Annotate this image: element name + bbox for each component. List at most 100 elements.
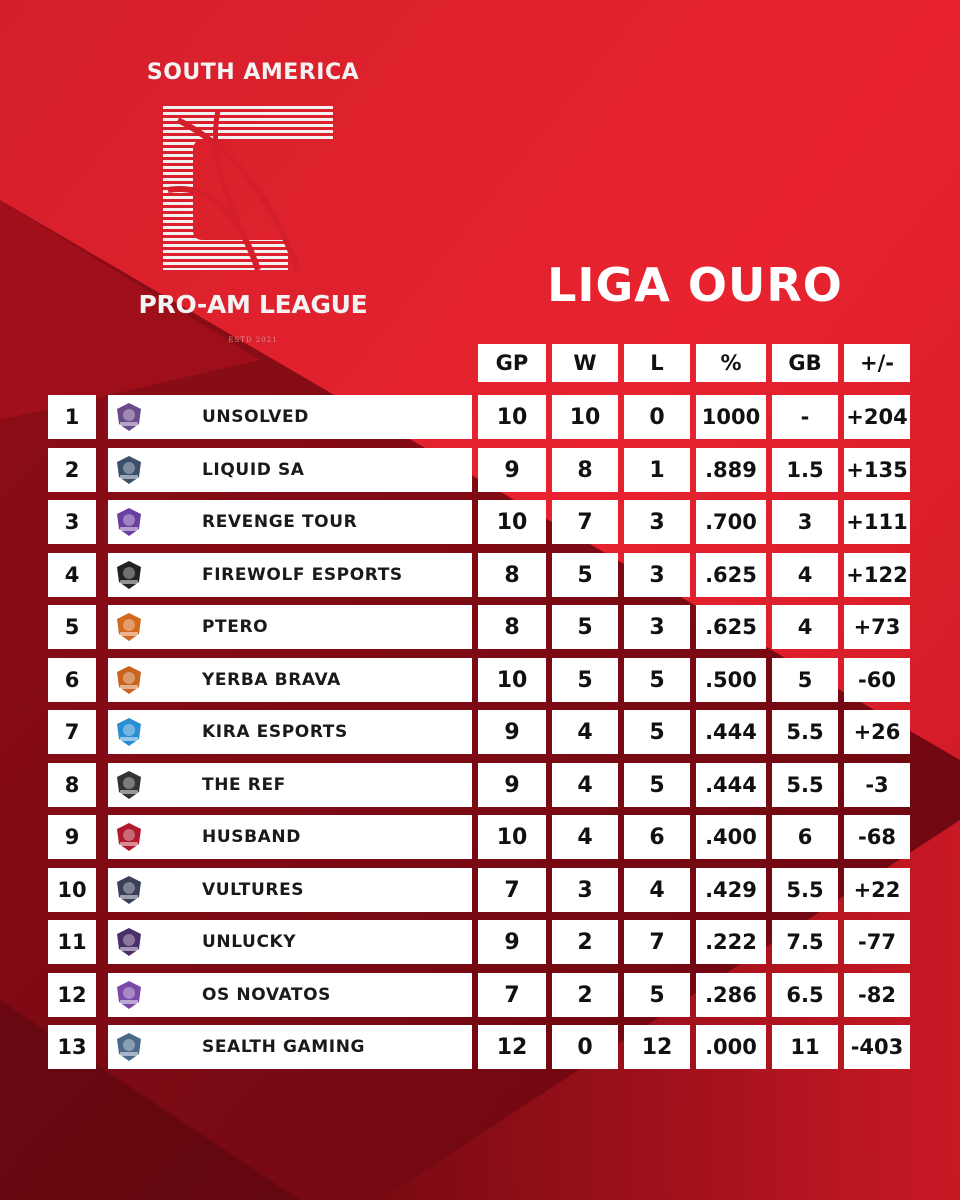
games-played-cell: 12 (478, 1025, 546, 1069)
rank-cell: 6 (48, 658, 96, 702)
header-l: L (624, 344, 690, 382)
games-behind-cell: 5.5 (772, 763, 838, 807)
table-row: 2 LIQUID SA 9 8 1.889 1.5 +135 (0, 448, 960, 492)
win-pct-cell: .700 (696, 500, 766, 544)
point-diff-cell: +26 (844, 710, 910, 754)
win-pct-cell: .444 (696, 710, 766, 754)
games-played-cell: 10 (478, 395, 546, 439)
team-cell: THE REF (108, 763, 472, 807)
rank-cell: 13 (48, 1025, 96, 1069)
point-diff-cell: +204 (844, 395, 910, 439)
wins-cell: 7 (552, 500, 618, 544)
team-cell: HUSBAND (108, 815, 472, 859)
table-row: 11 UNLUCKY 9 2 7.222 7.5 -77 (0, 920, 960, 964)
win-pct-cell: .500 (696, 658, 766, 702)
games-played-cell: 7 (478, 973, 546, 1017)
games-behind-cell: 7.5 (772, 920, 838, 964)
rank-cell: 12 (48, 973, 96, 1017)
losses-cell: 3 (624, 500, 690, 544)
games-played-cell: 9 (478, 710, 546, 754)
team-cell: YERBA BRAVA (108, 658, 472, 702)
team-cell: VULTURES (108, 868, 472, 912)
games-behind-cell: 1.5 (772, 448, 838, 492)
losses-cell: 5 (624, 973, 690, 1017)
wins-cell: 4 (552, 763, 618, 807)
team-cell: KIRA ESPORTS (108, 710, 472, 754)
league-logo: SOUTH AMERICA PRO-AM LEAGUE ESTD 2021 (118, 60, 388, 360)
header-plus-minus: +/- (844, 344, 910, 382)
logo-estd-text: ESTD 2021 (228, 336, 278, 344)
rank-cell: 11 (48, 920, 96, 964)
team-name: UNSOLVED (202, 407, 309, 427)
point-diff-cell: -3 (844, 763, 910, 807)
husband-logo-icon (112, 820, 146, 854)
losses-cell: 5 (624, 658, 690, 702)
league-title: LIGA OURO (547, 258, 843, 312)
games-behind-cell: 3 (772, 500, 838, 544)
table-row: 12 OS NOVATOS 7 2 5.286 6.5 -82 (0, 973, 960, 1017)
table-row: 10 VULTURES 7 3 4.429 5.5 +22 (0, 868, 960, 912)
losses-cell: 4 (624, 868, 690, 912)
win-pct-cell: .222 (696, 920, 766, 964)
team-cell: LIQUID SA (108, 448, 472, 492)
rank-cell: 2 (48, 448, 96, 492)
wins-cell: 5 (552, 605, 618, 649)
team-name: YERBA BRAVA (202, 670, 341, 690)
team-name: KIRA ESPORTS (202, 722, 348, 742)
logo-top-text: SOUTH AMERICA (146, 60, 360, 85)
games-played-cell: 7 (478, 868, 546, 912)
point-diff-cell: +111 (844, 500, 910, 544)
vultures-logo-icon (112, 873, 146, 907)
losses-cell: 7 (624, 920, 690, 964)
point-diff-cell: -60 (844, 658, 910, 702)
losses-cell: 5 (624, 763, 690, 807)
games-behind-cell: 11 (772, 1025, 838, 1069)
games-behind-cell: - (772, 395, 838, 439)
sealth-gaming-logo-icon (112, 1030, 146, 1064)
games-behind-cell: 4 (772, 605, 838, 649)
liquid-sa-logo-icon (112, 453, 146, 487)
firewolf-logo-icon (112, 558, 146, 592)
win-pct-cell: 1000 (696, 395, 766, 439)
win-pct-cell: .286 (696, 973, 766, 1017)
wins-cell: 2 (552, 973, 618, 1017)
unlucky-logo-icon (112, 925, 146, 959)
point-diff-cell: -82 (844, 973, 910, 1017)
team-name: UNLUCKY (202, 932, 297, 952)
games-played-cell: 9 (478, 920, 546, 964)
team-name: HUSBAND (202, 827, 301, 847)
wins-cell: 3 (552, 868, 618, 912)
kira-logo-icon (112, 715, 146, 749)
team-name: THE REF (202, 775, 286, 795)
losses-cell: 3 (624, 553, 690, 597)
team-cell: REVENGE TOUR (108, 500, 472, 544)
team-name: PTERO (202, 617, 269, 637)
games-behind-cell: 6.5 (772, 973, 838, 1017)
header-pct: % (696, 344, 766, 382)
team-cell: UNSOLVED (108, 395, 472, 439)
win-pct-cell: .429 (696, 868, 766, 912)
table-row: 4 FIREWOLF ESPORTS 8 5 3.625 4 +122 (0, 553, 960, 597)
team-name: LIQUID SA (202, 460, 305, 480)
rank-cell: 4 (48, 553, 96, 597)
rank-cell: 9 (48, 815, 96, 859)
team-name: VULTURES (202, 880, 305, 900)
point-diff-cell: -68 (844, 815, 910, 859)
games-played-cell: 8 (478, 605, 546, 649)
win-pct-cell: .625 (696, 553, 766, 597)
team-cell: PTERO (108, 605, 472, 649)
point-diff-cell: -403 (844, 1025, 910, 1069)
team-cell: OS NOVATOS (108, 973, 472, 1017)
win-pct-cell: .889 (696, 448, 766, 492)
losses-cell: 1 (624, 448, 690, 492)
games-played-cell: 10 (478, 815, 546, 859)
win-pct-cell: .625 (696, 605, 766, 649)
os-novatos-logo-icon (112, 978, 146, 1012)
wins-cell: 0 (552, 1025, 618, 1069)
rank-cell: 7 (48, 710, 96, 754)
wins-cell: 4 (552, 710, 618, 754)
point-diff-cell: +73 (844, 605, 910, 649)
team-name: FIREWOLF ESPORTS (202, 565, 403, 585)
table-row: 7 KIRA ESPORTS 9 4 5.444 5.5 +26 (0, 710, 960, 754)
games-behind-cell: 5 (772, 658, 838, 702)
